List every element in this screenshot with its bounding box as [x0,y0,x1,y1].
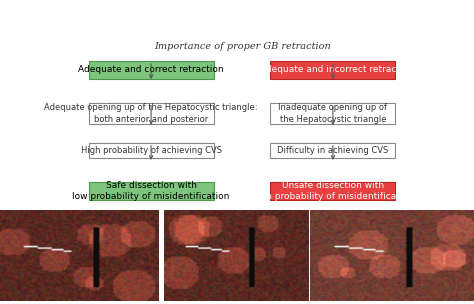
FancyBboxPatch shape [271,61,395,79]
FancyBboxPatch shape [89,143,213,158]
FancyBboxPatch shape [271,181,395,200]
Text: Importance of proper GB retraction: Importance of proper GB retraction [155,42,331,51]
Text: Adequate and correct retraction: Adequate and correct retraction [78,65,224,74]
FancyBboxPatch shape [89,181,213,200]
Text: High probability of achieving CVS: High probability of achieving CVS [81,146,221,155]
Text: Unsafe dissection with
high probability of misidentification: Unsafe dissection with high probability … [252,181,414,201]
Text: Difficulty in achieving CVS: Difficulty in achieving CVS [277,146,389,155]
Text: Inadequate and incorrect retraction: Inadequate and incorrect retraction [252,65,414,74]
Text: Inadequate opening up of
the Hepatocystic triangle: Inadequate opening up of the Hepatocysti… [278,103,387,124]
Text: Safe dissection with
low probability of misidentification: Safe dissection with low probability of … [73,181,230,201]
FancyBboxPatch shape [89,103,213,124]
FancyBboxPatch shape [89,61,213,79]
FancyBboxPatch shape [271,103,395,124]
Text: Adequate opening up of the Hepatocystic triangle:
both anterior and posterior: Adequate opening up of the Hepatocystic … [45,103,258,124]
FancyBboxPatch shape [271,143,395,158]
